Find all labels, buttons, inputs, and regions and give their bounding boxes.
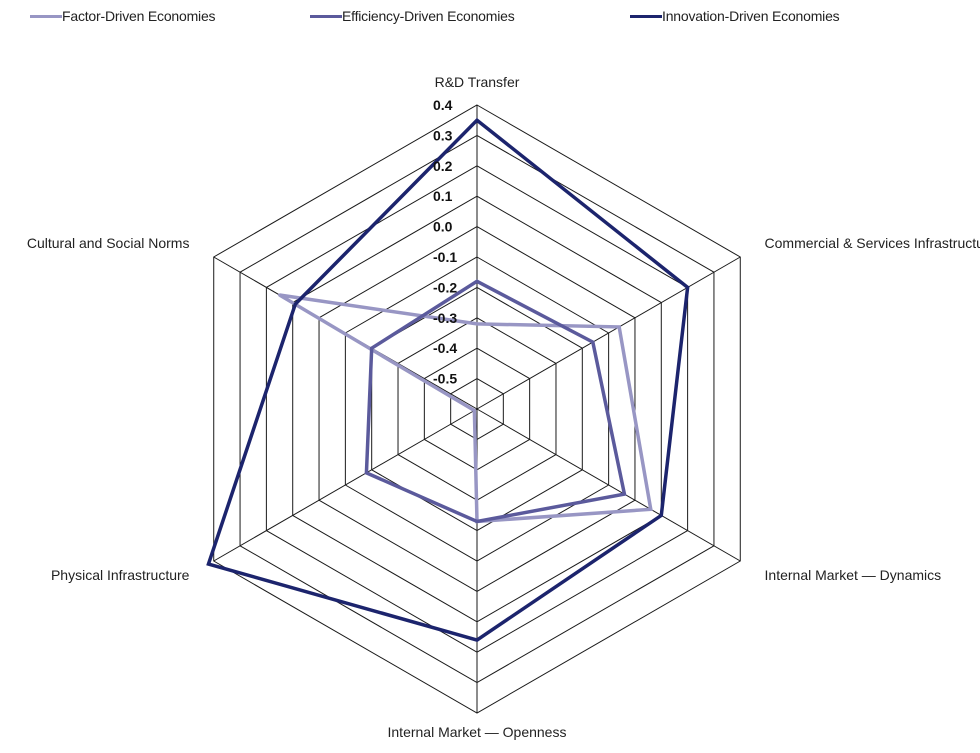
radar-series	[206, 117, 690, 642]
series-3-point-6	[293, 302, 297, 306]
series-1-point-3	[649, 507, 653, 511]
grid-spoke	[476, 256, 741, 410]
radar-grid	[213, 104, 741, 714]
tick-label: 0.0	[433, 219, 453, 235]
series-2-point-2	[591, 340, 595, 344]
tick-label: -0.5	[433, 371, 457, 387]
series-2-point-5	[364, 471, 368, 475]
axis-labels: R&D Transfer Commercial & Services Infras…	[27, 74, 980, 740]
tick-label: -0.4	[433, 340, 457, 356]
tick-label: 0.1	[433, 188, 453, 204]
series-3-point-4	[475, 638, 479, 642]
series-line-1	[278, 293, 653, 524]
tick-label: -0.1	[433, 249, 457, 265]
chart-legend: Factor-Driven Economies Efficiency-Driven…	[0, 0, 980, 34]
series-2-point-6	[370, 346, 374, 350]
series-1-point-5	[472, 409, 476, 413]
legend-label: Factor-Driven Economies	[62, 8, 216, 24]
axis-label-2: Commercial & Services Infrastructure	[765, 235, 980, 251]
grid-spoke	[213, 408, 478, 562]
grid-spoke	[476, 408, 741, 562]
series-2-point-3	[622, 492, 626, 496]
axis-label-4: Internal Market — Openness	[388, 724, 567, 740]
series-1-point-6	[278, 293, 282, 297]
tick-label: -0.2	[433, 279, 457, 295]
legend-swatch	[30, 14, 62, 18]
series-1-point-2	[617, 325, 621, 329]
series-3-point-1	[475, 118, 479, 122]
legend-label: Efficiency-Driven Economies	[342, 8, 515, 24]
axis-label-6: Cultural and Social Norms	[27, 235, 190, 251]
series-3-point-3	[659, 513, 663, 517]
series-2-point-4	[475, 519, 479, 523]
tick-label: 0.4	[433, 97, 453, 113]
axis-label-1: R&D Transfer	[435, 74, 520, 90]
legend-item-3: Innovation-Driven Economies	[630, 8, 840, 24]
series-2-point-1	[475, 279, 479, 283]
tick-label: 0.2	[433, 158, 453, 174]
radial-tick-labels: 0.4 0.3 0.2 0.1 0.0 -0.1 -0.2 -0.3 -0.4 -0.5	[433, 97, 457, 387]
legend-swatch	[310, 14, 342, 18]
legend-label: Innovation-Driven Economies	[662, 8, 840, 24]
series-3-point-2	[686, 285, 690, 289]
series-line-2	[364, 279, 627, 524]
legend-swatch	[630, 14, 662, 18]
axis-label-3: Internal Market — Dynamics	[765, 567, 942, 583]
axis-label-5: Physical Infrastructure	[51, 567, 190, 583]
legend-item-2: Efficiency-Driven Economies	[310, 8, 515, 24]
series-1-point-1	[475, 322, 479, 326]
tick-label: -0.3	[433, 310, 457, 326]
legend-item-1: Factor-Driven Economies	[30, 8, 216, 24]
tick-label: 0.3	[433, 127, 453, 143]
series-3-point-5	[206, 562, 210, 566]
